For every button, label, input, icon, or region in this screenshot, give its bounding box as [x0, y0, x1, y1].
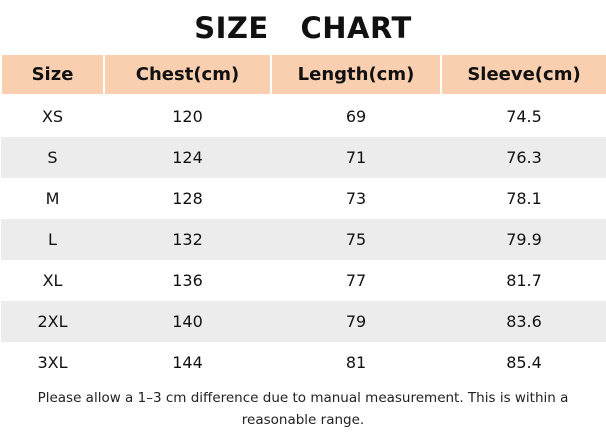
table-cell: 71 — [271, 137, 441, 178]
table-cell: 2XL — [1, 301, 104, 342]
column-header: Size — [0, 55, 105, 96]
header-row: Size Chest(cm) Length(cm) Sleeve(cm) — [0, 55, 606, 96]
table-cell: 128 — [172, 189, 203, 208]
table-cell: M — [45, 189, 60, 208]
table-cell: 69 — [345, 107, 367, 126]
table-row: XL 136 77 81.7 — [1, 260, 606, 301]
table-cell: 144 — [172, 353, 203, 372]
table-cell: 132 — [104, 219, 271, 260]
table-cell: 120 — [172, 107, 203, 126]
column-header: Chest(cm) — [103, 55, 272, 96]
table-cell: 3XL — [37, 353, 68, 372]
table-cell: 81 — [345, 353, 367, 372]
size-table: Size Chest(cm) Length(cm) Sleeve(cm) XS 120 6… — [0, 55, 606, 383]
table-row: XS 120 69 74.5 — [1, 95, 606, 137]
table-cell: L — [1, 219, 104, 260]
table-cell: XS — [41, 107, 64, 126]
column-header: Length(cm) — [270, 55, 442, 96]
table-cell: 78.1 — [506, 189, 542, 208]
table-row: 2XL 140 79 83.6 — [1, 301, 606, 342]
table-cell: 85.4 — [506, 353, 542, 372]
table-cell: 77 — [345, 271, 367, 290]
table-cell: 81.7 — [506, 271, 542, 290]
table-cell: 79 — [271, 301, 441, 342]
table-cell: 73 — [345, 189, 367, 208]
table-cell: 75 — [271, 219, 441, 260]
table-body: XS 120 69 74.5 S 124 71 76.3 M 128 73 78.1 L 132 75 79.… — [1, 95, 606, 383]
footnote: Please allow a 1–3 cm difference due to … — [37, 390, 569, 428]
table-cell: 140 — [104, 301, 271, 342]
table-cell: 76.3 — [441, 137, 606, 178]
title: SIZE CHART — [194, 11, 412, 45]
table-cell: 83.6 — [441, 301, 606, 342]
table-cell: 79.9 — [441, 219, 606, 260]
table-cell: 136 — [172, 271, 203, 290]
column-header: Sleeve(cm) — [440, 55, 606, 96]
table-cell: S — [1, 137, 104, 178]
table-cell: 124 — [104, 137, 271, 178]
table-row: L 132 75 79.9 — [1, 219, 606, 260]
table-cell: 74.5 — [506, 107, 542, 126]
table-row: M 128 73 78.1 — [1, 178, 606, 219]
table-row: 3XL 144 81 85.4 — [1, 342, 606, 383]
table-cell: XL — [42, 271, 63, 290]
table-row: S 124 71 76.3 — [1, 137, 606, 178]
